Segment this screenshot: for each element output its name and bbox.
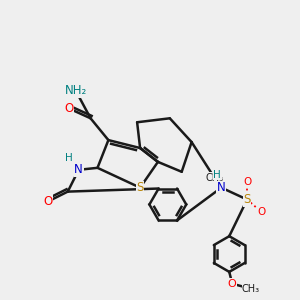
- Text: S: S: [136, 181, 144, 194]
- Text: N: N: [217, 181, 226, 194]
- Text: O: O: [243, 177, 251, 187]
- Text: O: O: [258, 207, 266, 218]
- Text: N: N: [74, 163, 83, 176]
- Text: O: O: [64, 102, 74, 115]
- Text: O: O: [43, 195, 52, 208]
- Text: CH₃: CH₃: [242, 284, 260, 294]
- Text: H: H: [214, 170, 221, 180]
- Text: NH₂: NH₂: [64, 84, 87, 97]
- Text: O: O: [228, 279, 237, 289]
- Text: S: S: [243, 193, 251, 206]
- Text: CH₃: CH₃: [205, 173, 224, 183]
- Text: H: H: [65, 153, 73, 163]
